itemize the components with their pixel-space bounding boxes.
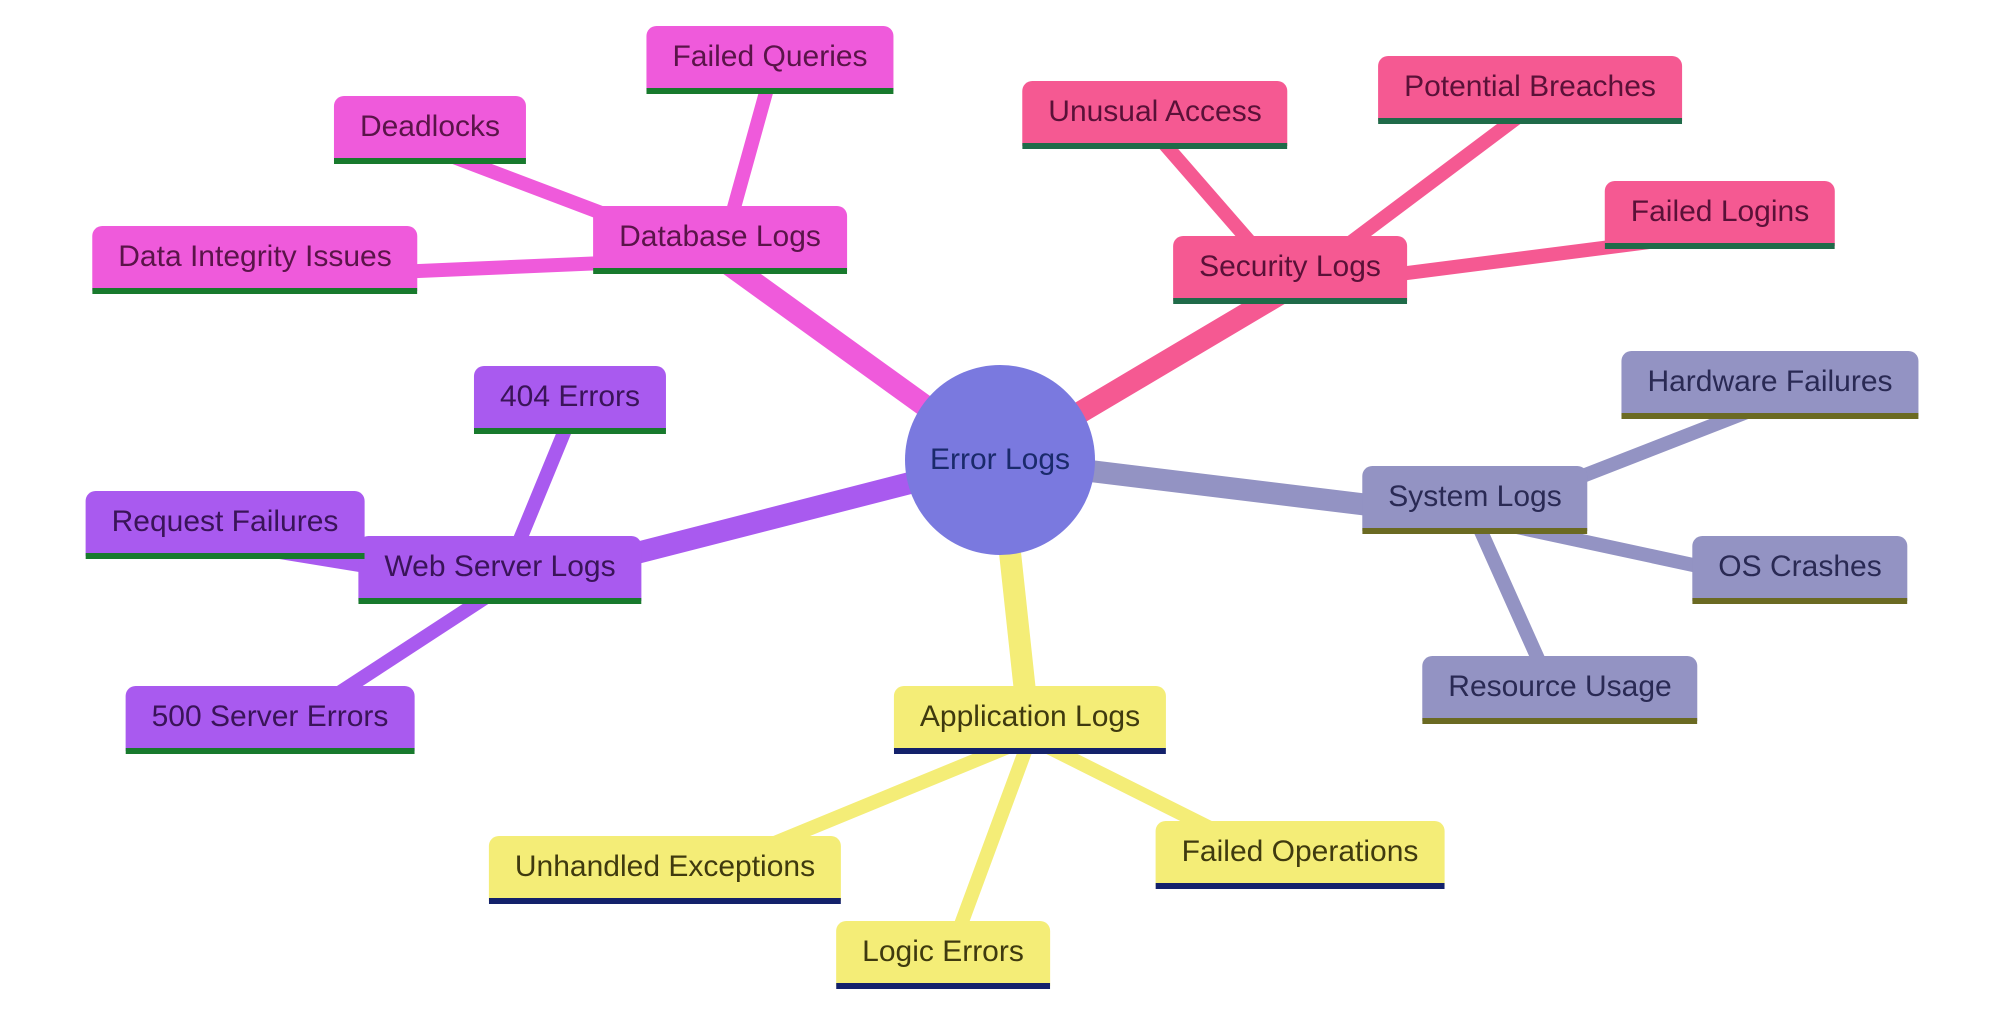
leaf-ws-req-fail-label: Request Failures bbox=[112, 505, 339, 538]
leaf-ws-404: 404 Errors bbox=[474, 366, 666, 434]
branch-webserver: Web Server Logs bbox=[358, 536, 641, 604]
leaf-app-unhandled: Unhandled Exceptions bbox=[489, 836, 841, 904]
leaf-db-integrity-label: Data Integrity Issues bbox=[118, 240, 391, 273]
leaf-ws-404-label: 404 Errors bbox=[500, 380, 640, 413]
mindmap-canvas: Database Logs Failed Queries Deadlocks Data… bbox=[0, 0, 2000, 1025]
leaf-app-failed-ops-label: Failed Operations bbox=[1182, 835, 1419, 868]
leaf-sys-hardware-label: Hardware Failures bbox=[1647, 365, 1892, 398]
center-node: Error Logs bbox=[905, 365, 1095, 555]
leaf-sys-resource: Resource Usage bbox=[1422, 656, 1697, 724]
leaf-sec-failed-logins-label: Failed Logins bbox=[1631, 195, 1809, 228]
leaf-sec-failed-logins: Failed Logins bbox=[1605, 181, 1835, 249]
leaf-db-failed-queries-label: Failed Queries bbox=[672, 40, 867, 73]
leaf-sys-os: OS Crashes bbox=[1692, 536, 1907, 604]
leaf-app-logic: Logic Errors bbox=[836, 921, 1050, 989]
leaf-sys-hardware: Hardware Failures bbox=[1621, 351, 1918, 419]
branch-database: Database Logs bbox=[593, 206, 847, 274]
branch-system-label: System Logs bbox=[1388, 480, 1561, 513]
leaf-db-integrity: Data Integrity Issues bbox=[92, 226, 417, 294]
leaf-ws-500-label: 500 Server Errors bbox=[152, 700, 389, 733]
leaf-db-deadlocks-label: Deadlocks bbox=[360, 110, 500, 143]
leaf-app-logic-label: Logic Errors bbox=[862, 935, 1024, 968]
leaf-sys-os-label: OS Crashes bbox=[1718, 550, 1881, 583]
leaf-sys-resource-label: Resource Usage bbox=[1448, 670, 1671, 703]
branch-system: System Logs bbox=[1362, 466, 1587, 534]
leaf-ws-500: 500 Server Errors bbox=[126, 686, 415, 754]
leaf-app-failed-ops: Failed Operations bbox=[1156, 821, 1445, 889]
leaf-app-unhandled-label: Unhandled Exceptions bbox=[515, 850, 815, 883]
branch-application: Application Logs bbox=[894, 686, 1166, 754]
center-label: Error Logs bbox=[930, 443, 1070, 477]
branch-security-label: Security Logs bbox=[1199, 250, 1381, 283]
leaf-ws-req-fail: Request Failures bbox=[86, 491, 365, 559]
leaf-sec-unusual-label: Unusual Access bbox=[1048, 95, 1261, 128]
branch-database-label: Database Logs bbox=[619, 220, 821, 253]
leaf-sec-breaches: Potential Breaches bbox=[1378, 56, 1682, 124]
leaf-db-deadlocks: Deadlocks bbox=[334, 96, 526, 164]
leaf-db-failed-queries: Failed Queries bbox=[646, 26, 893, 94]
branch-application-label: Application Logs bbox=[920, 700, 1140, 733]
leaf-sec-unusual: Unusual Access bbox=[1022, 81, 1287, 149]
branch-security: Security Logs bbox=[1173, 236, 1407, 304]
branch-webserver-label: Web Server Logs bbox=[384, 550, 615, 583]
leaf-sec-breaches-label: Potential Breaches bbox=[1404, 70, 1656, 103]
